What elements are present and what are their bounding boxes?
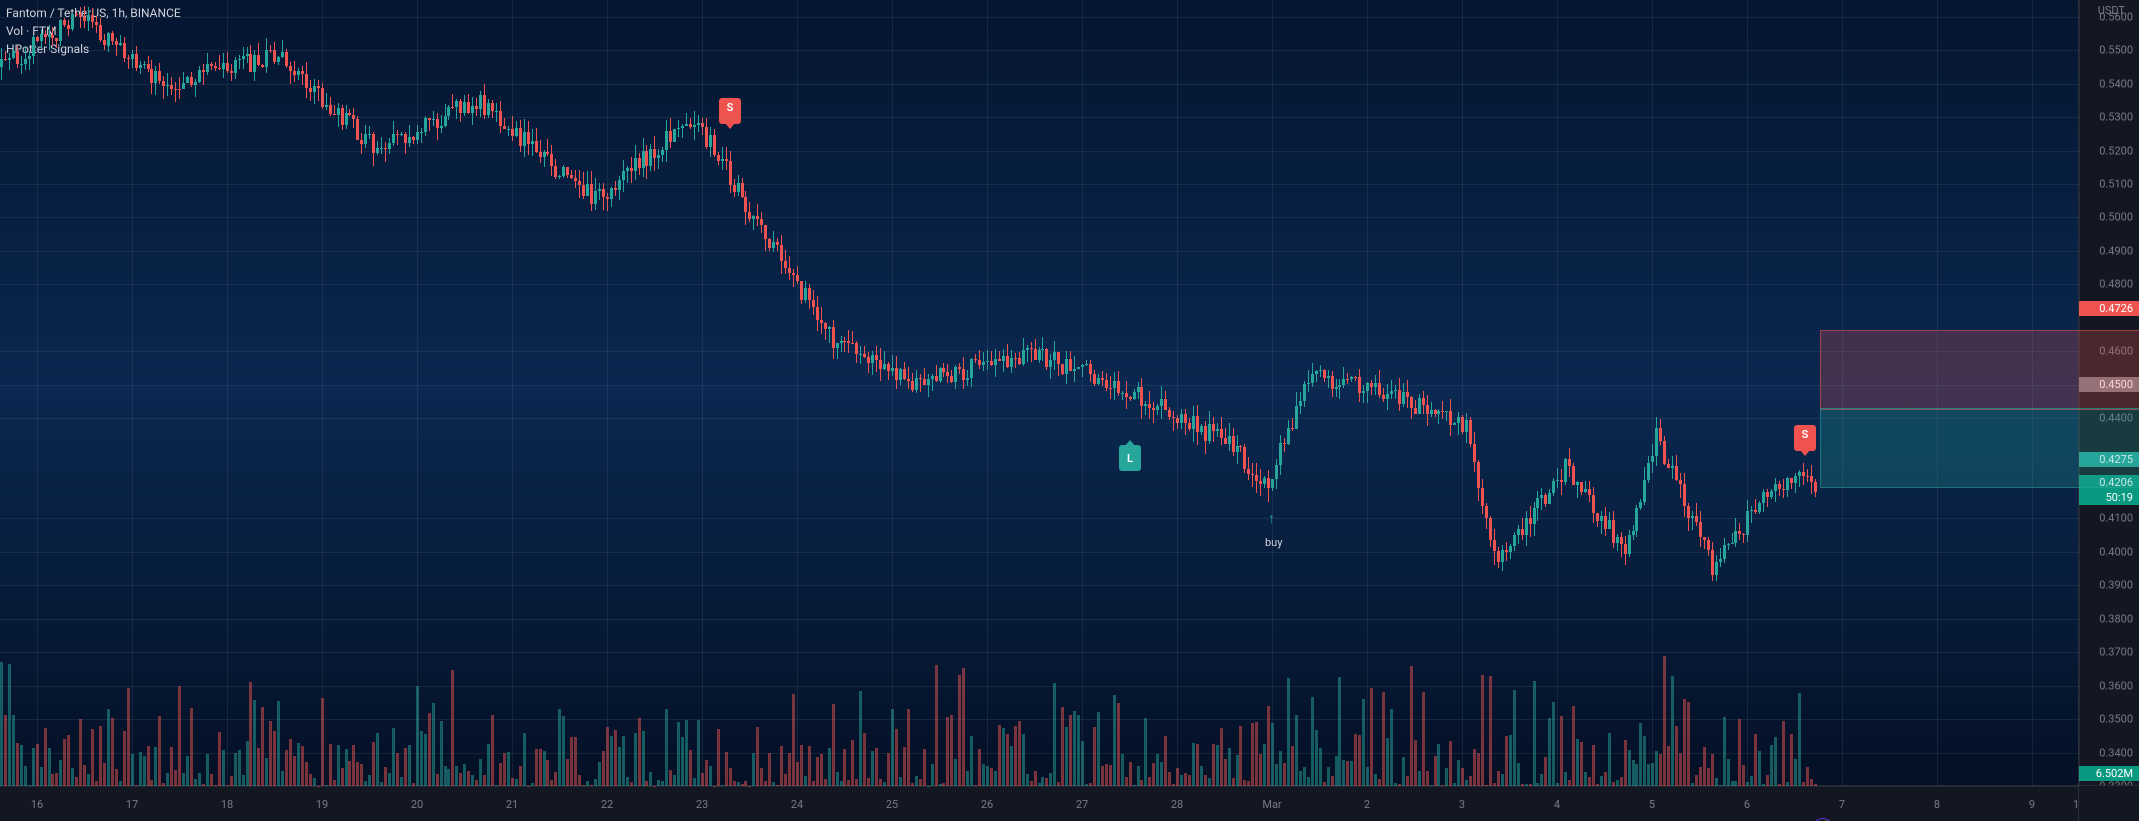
- grid-line: [0, 251, 2079, 252]
- grid-line: [227, 0, 228, 786]
- stop-loss-zone[interactable]: [1820, 330, 2139, 410]
- take-profit-zone[interactable]: [1820, 408, 2139, 488]
- price-tick-label: 0.4900: [2099, 244, 2133, 257]
- time-axis[interactable]: 16171819202122232425262728Mar2345678910: [0, 785, 2079, 821]
- grid-line: [0, 753, 2079, 754]
- price-tick-label: 0.3700: [2099, 646, 2133, 659]
- time-tick-label: 16: [31, 798, 43, 811]
- sell-signal-marker[interactable]: S: [719, 98, 741, 124]
- grid-line: [0, 518, 2079, 519]
- grid-line: [1652, 0, 1653, 786]
- time-tick-label: 9: [2029, 798, 2035, 811]
- time-tick-label: 18: [221, 798, 233, 811]
- grid-line: [0, 585, 2079, 586]
- time-tick-label: Mar: [1262, 798, 1281, 811]
- time-tick-label: 26: [981, 798, 993, 811]
- price-tag[interactable]: 50:19: [2079, 490, 2139, 505]
- axis-corner: [2078, 785, 2139, 821]
- price-tick-label: 0.5600: [2099, 10, 2133, 23]
- time-tick-label: 20: [411, 798, 423, 811]
- time-tick-label: 7: [1839, 798, 1845, 811]
- grid-line: [1367, 0, 1368, 786]
- time-tick-label: 22: [601, 798, 613, 811]
- grid-line: [702, 0, 703, 786]
- price-tick-label: 0.3900: [2099, 579, 2133, 592]
- grid-line: [512, 0, 513, 786]
- price-tick-label: 0.4000: [2099, 545, 2133, 558]
- time-tick-label: 19: [316, 798, 328, 811]
- grid-line: [0, 351, 2079, 352]
- time-tick-label: 23: [696, 798, 708, 811]
- price-tick-label: 0.5200: [2099, 144, 2133, 157]
- price-tag[interactable]: 0.4726: [2079, 301, 2139, 316]
- grid-line: [37, 0, 38, 786]
- grid-line: [0, 418, 2079, 419]
- grid-line: [0, 552, 2079, 553]
- price-tick-label: 0.3600: [2099, 679, 2133, 692]
- grid-line: [0, 17, 2079, 18]
- grid-line: [0, 786, 2079, 787]
- time-tick-label: 6: [1744, 798, 1750, 811]
- price-tick-label: 0.5400: [2099, 77, 2133, 90]
- time-tick-label: 5: [1649, 798, 1655, 811]
- time-tick-label: 2: [1364, 798, 1370, 811]
- grid-line: [0, 385, 2079, 386]
- grid-line: [1937, 0, 1938, 786]
- grid-line: [417, 0, 418, 786]
- grid-line: [0, 686, 2079, 687]
- time-tick-label: 24: [791, 798, 803, 811]
- grid-line: [0, 117, 2079, 118]
- price-tick-label: 0.3500: [2099, 713, 2133, 726]
- buy-label: buy: [1265, 536, 1282, 549]
- grid-line: [0, 619, 2079, 620]
- grid-line: [132, 0, 133, 786]
- grid-line: [0, 217, 2079, 218]
- price-tick-label: 0.5300: [2099, 111, 2133, 124]
- grid-line: [1272, 0, 1273, 786]
- price-tick-label: 0.3400: [2099, 746, 2133, 759]
- long-signal-marker[interactable]: L: [1119, 445, 1141, 471]
- grid-line: [1462, 0, 1463, 786]
- price-tick-label: 0.4100: [2099, 512, 2133, 525]
- price-tick-label: 0.3800: [2099, 612, 2133, 625]
- grid-line: [0, 184, 2079, 185]
- grid-line: [0, 719, 2079, 720]
- time-tick-label: 4: [1554, 798, 1560, 811]
- price-tick-label: 0.5100: [2099, 177, 2133, 190]
- grid-line: [2079, 0, 2080, 786]
- price-tick-label: 0.5500: [2099, 44, 2133, 57]
- grid-line: [1557, 0, 1558, 786]
- sell-signal-marker[interactable]: S: [1794, 425, 1816, 451]
- grid-line: [1747, 0, 1748, 786]
- time-tick-label: 21: [506, 798, 518, 811]
- time-tick-label: 27: [1076, 798, 1088, 811]
- grid-line: [797, 0, 798, 786]
- chart-container: USDT 0.56000.55000.54000.53000.52000.510…: [0, 0, 2139, 821]
- time-tick-label: 28: [1171, 798, 1183, 811]
- grid-line: [1177, 0, 1178, 786]
- grid-line: [1082, 0, 1083, 786]
- grid-line: [987, 0, 988, 786]
- grid-line: [0, 84, 2079, 85]
- grid-line: [0, 50, 2079, 51]
- price-tick-label: 0.5000: [2099, 211, 2133, 224]
- time-tick-label: 3: [1459, 798, 1465, 811]
- grid-line: [322, 0, 323, 786]
- time-tick-label: 8: [1934, 798, 1940, 811]
- grid-line: [892, 0, 893, 786]
- grid-line: [607, 0, 608, 786]
- grid-line: [0, 284, 2079, 285]
- volume-tag: 6.502M: [2079, 766, 2139, 781]
- grid-line: [1842, 0, 1843, 786]
- price-tick-label: 0.4800: [2099, 278, 2133, 291]
- grid-line: [0, 151, 2079, 152]
- time-tick-label: 25: [886, 798, 898, 811]
- grid-line: [2032, 0, 2033, 786]
- grid-line: [0, 652, 2079, 653]
- time-tick-label: 17: [126, 798, 138, 811]
